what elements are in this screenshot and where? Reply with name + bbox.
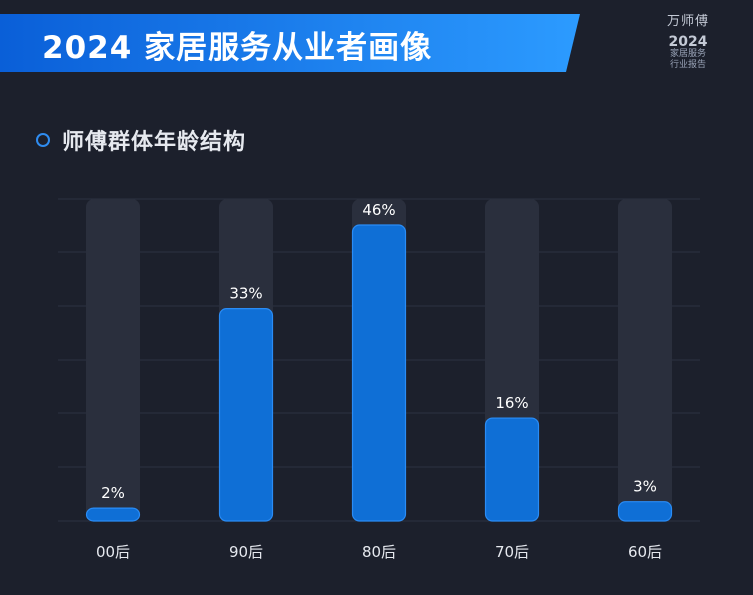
title-banner: 2024 家居服务从业者画像 (0, 14, 580, 72)
page-title: 2024 家居服务从业者画像 (42, 30, 433, 66)
bar-1 (218, 308, 274, 522)
brand-subtitle-2: 行业报告 (669, 60, 706, 70)
category-label-1: 90后 (229, 543, 263, 561)
section-title: 师傅群体年龄结构 (62, 130, 247, 155)
data-label-3: 16% (495, 394, 528, 412)
data-label-2: 46% (362, 201, 395, 219)
bar-2 (351, 224, 407, 522)
category-label-0: 00后 (96, 543, 130, 561)
data-label-4: 3% (633, 478, 657, 496)
brand-logo: 万师傅 (666, 14, 709, 29)
data-label-1: 33% (229, 285, 262, 303)
bar-3 (484, 417, 540, 522)
data-label-0: 2% (101, 484, 125, 502)
brand-year: 2024 (668, 34, 708, 50)
brand-mark: 万师傅 2024 家居服务 行业报告 (653, 10, 723, 71)
section-heading: 师傅群体年龄结构 (36, 124, 246, 156)
bar-0 (85, 507, 141, 522)
category-label-3: 70后 (495, 543, 529, 561)
brand-subtitle-1: 家居服务 (669, 49, 706, 59)
banner-background (0, 14, 580, 72)
bar-4 (617, 501, 673, 522)
bar-track-0 (86, 199, 140, 521)
bar-track-4 (618, 199, 672, 521)
category-label-2: 80后 (362, 543, 396, 561)
category-label-4: 60后 (628, 543, 662, 561)
section-bullet-icon (36, 133, 50, 147)
